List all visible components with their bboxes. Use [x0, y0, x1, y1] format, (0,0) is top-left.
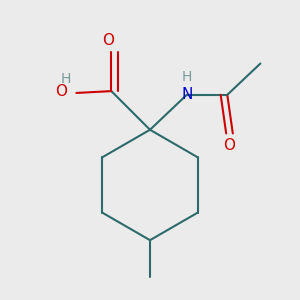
- Text: H: H: [61, 72, 71, 86]
- Text: H: H: [182, 70, 192, 85]
- Text: O: O: [55, 84, 67, 99]
- Text: O: O: [224, 138, 236, 153]
- Text: N: N: [181, 87, 193, 102]
- Text: O: O: [102, 33, 114, 48]
